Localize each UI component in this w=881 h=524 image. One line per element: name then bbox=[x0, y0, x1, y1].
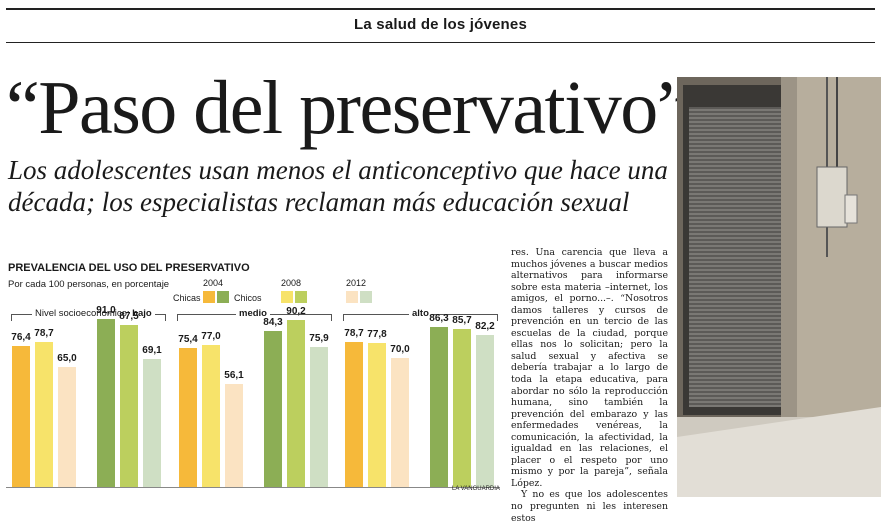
bar-value-label: 69,1 bbox=[142, 345, 162, 357]
chart-baseline-rule bbox=[6, 487, 500, 488]
bar-alto-chicos-2008 bbox=[453, 328, 471, 488]
bar-medio-chicos-2008 bbox=[287, 320, 305, 488]
bar-value-label: 75,9 bbox=[309, 332, 329, 344]
bar-bajo-chicas-2004 bbox=[12, 345, 30, 488]
group-label-alto: alto bbox=[409, 308, 432, 319]
bar-value-label: 78,7 bbox=[34, 327, 54, 339]
bar-value-label: 70,0 bbox=[390, 343, 410, 355]
legend-girls-label: Chicas bbox=[173, 293, 201, 303]
bar-value-label: 78,7 bbox=[344, 327, 364, 339]
bar-value-label: 77,0 bbox=[201, 330, 221, 342]
legend-boys-label: Chicos bbox=[234, 293, 262, 303]
bar-value-label: 75,4 bbox=[178, 333, 198, 345]
bar-bajo-chicas-2008 bbox=[35, 341, 53, 488]
headline: “Paso del preservativo” bbox=[6, 66, 691, 150]
bar-bajo-chicas-2012 bbox=[58, 367, 76, 488]
bar-value-label: 56,1 bbox=[224, 369, 244, 381]
legend-swatch-girls-2012 bbox=[346, 291, 358, 303]
bar-alto-chicas-2004 bbox=[345, 341, 363, 488]
legend-swatch-boys-2012 bbox=[360, 291, 372, 303]
group-label-bajo: Nivel socioeconómico: bajo bbox=[32, 308, 155, 319]
legend-swatch-boys-2008 bbox=[295, 291, 307, 303]
top-rule bbox=[6, 8, 875, 10]
legend-year-2008: 2008 bbox=[281, 278, 302, 288]
bar-alto-chicas-2008 bbox=[368, 343, 386, 488]
bar-bajo-chicos-2008 bbox=[120, 325, 138, 488]
bar-alto-chicos-2004 bbox=[430, 327, 448, 488]
article-paragraph: Y no es que los adolescentes no pregunte… bbox=[511, 489, 668, 524]
bar-value-label: 91,0 bbox=[96, 304, 116, 316]
article-paragraph: res. Una carencia que lleva a muchos jóv… bbox=[511, 247, 668, 489]
bar-area: 76,4 78,7 65,0 91,0 87,5 69,1 75,4 77,0 56,1 84,3… bbox=[11, 304, 495, 488]
chart-credit: LA VANGUARDIA bbox=[452, 486, 500, 492]
bar-value-label: 82,2 bbox=[475, 321, 495, 333]
subtitle: Los adolescentes usan menos el anticonce… bbox=[8, 155, 668, 217]
street-door-photo bbox=[677, 77, 881, 497]
chart-title: PREVALENCIA DEL USO DEL PRESERVATIVO bbox=[8, 262, 250, 274]
bar-value-label: 86,3 bbox=[429, 313, 449, 325]
section-rule bbox=[6, 42, 875, 43]
bar-value-label: 65,0 bbox=[57, 353, 77, 365]
bar-medio-chicos-2012 bbox=[310, 346, 328, 488]
bar-medio-chicos-2004 bbox=[264, 331, 282, 488]
chart-subtitle: Por cada 100 personas, en porcentaje bbox=[8, 279, 170, 290]
bar-value-label: 85,7 bbox=[452, 314, 472, 326]
bar-medio-chicas-2012 bbox=[225, 383, 243, 488]
bar-bajo-chicos-2012 bbox=[143, 359, 161, 488]
legend-swatch-girls-2004 bbox=[203, 291, 215, 303]
bar-value-label: 87,5 bbox=[119, 311, 139, 323]
bar-alto-chicas-2012 bbox=[391, 357, 409, 488]
bar-alto-chicos-2012 bbox=[476, 335, 494, 488]
bar-medio-chicas-2004 bbox=[179, 347, 197, 488]
bar-value-label: 77,8 bbox=[367, 329, 387, 341]
bar-bajo-chicos-2004 bbox=[97, 318, 115, 488]
legend-swatch-boys-2004 bbox=[217, 291, 229, 303]
bar-value-label: 76,4 bbox=[11, 331, 31, 343]
group-label-medio: medio bbox=[236, 308, 270, 319]
legend-year-2012: 2012 bbox=[346, 278, 367, 288]
bar-value-label: 84,3 bbox=[263, 317, 283, 329]
article-body: res. Una carencia que lleva a muchos jóv… bbox=[511, 247, 668, 524]
legend-swatch-girls-2008 bbox=[281, 291, 293, 303]
section-label: La salud de los jóvenes bbox=[354, 16, 527, 33]
bar-value-label: 90,2 bbox=[286, 306, 306, 318]
legend-year-2004: 2004 bbox=[203, 278, 224, 288]
bar-medio-chicas-2008 bbox=[202, 344, 220, 488]
